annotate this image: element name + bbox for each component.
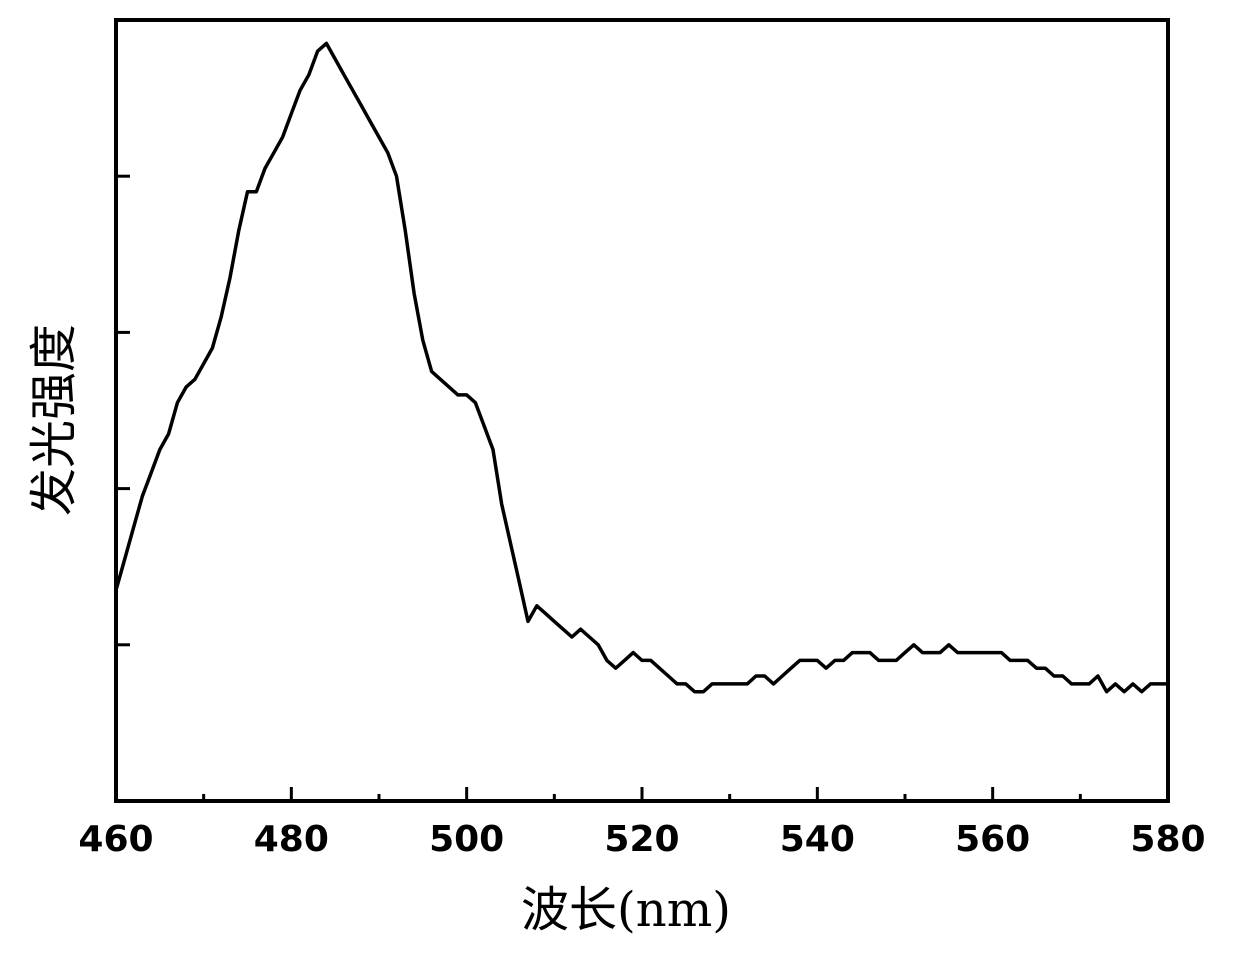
y-axis-title: 发光强度 [26, 324, 82, 516]
axis-ticks [116, 20, 1168, 801]
x-tick-labels: 460 480 500 520 540 560 580 [78, 819, 1205, 860]
emission-spectrum-line [116, 43, 1168, 691]
x-tick-label: 560 [955, 819, 1030, 860]
x-axis-title: 波长(nm) [521, 882, 731, 938]
plot-frame [116, 20, 1168, 801]
x-tick-label: 460 [78, 819, 153, 860]
x-tick-label: 540 [780, 819, 855, 860]
x-tick-label: 520 [604, 819, 679, 860]
x-tick-label: 580 [1130, 819, 1205, 860]
x-tick-label: 500 [429, 819, 504, 860]
x-tick-label: 480 [254, 819, 329, 860]
